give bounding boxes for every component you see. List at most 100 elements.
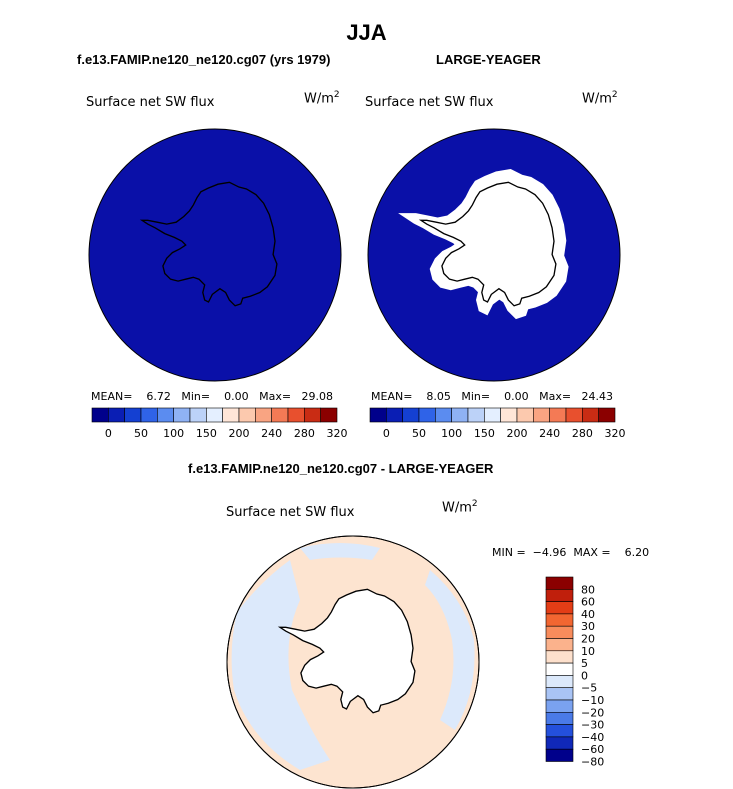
left-variable-label: Surface net SW flux xyxy=(86,95,215,110)
diff-colorbar-label: 60 xyxy=(581,596,595,609)
right-colorbar: 0 50 100 150 200 240 280 320 xyxy=(369,407,626,440)
right-colorbar-label: 320 xyxy=(605,427,626,440)
right-case-title: LARGE-YEAGER xyxy=(436,52,541,67)
diff-negative-region-north xyxy=(300,543,380,560)
left-colorbar-label: 150 xyxy=(196,427,217,440)
diff-colorbar-swatch xyxy=(545,576,574,590)
left-colorbar-label: 50 xyxy=(134,427,148,440)
diff-colorbar-swatch xyxy=(545,638,574,652)
left-map-ocean xyxy=(88,128,342,382)
left-colorbar-swatch xyxy=(124,407,142,423)
diff-colorbar-swatch xyxy=(545,748,574,762)
right-colorbar-swatch xyxy=(533,407,550,423)
left-colorbar: 0 50 100 150 200 240 280 320 xyxy=(91,407,348,440)
diff-negative-region-east xyxy=(425,570,475,730)
right-colorbar-swatch xyxy=(582,407,599,423)
left-colorbar-label: 200 xyxy=(229,427,250,440)
right-polar-map xyxy=(367,128,621,382)
diff-colorbar-label: −20 xyxy=(581,706,604,719)
right-colorbar-swatch xyxy=(402,407,420,423)
diff-colorbar-swatch xyxy=(545,724,574,738)
right-variable-label: Surface net SW flux xyxy=(365,95,494,110)
left-colorbar-swatch xyxy=(173,407,191,423)
right-colorbar-label: 280 xyxy=(572,427,593,440)
left-colorbar-swatch xyxy=(140,407,158,423)
left-colorbar-swatch xyxy=(238,407,256,423)
diff-colorbar-label: 30 xyxy=(581,620,595,633)
diff-variable-label: Surface net SW flux xyxy=(226,505,355,520)
diff-colorbar-swatch xyxy=(545,588,574,602)
diff-colorbar-label: −10 xyxy=(581,694,604,707)
diff-colorbar-swatch xyxy=(545,711,574,725)
right-colorbar-swatch xyxy=(467,407,485,423)
left-stats: MEAN= 6.72 Min= 0.00 Max= 29.08 xyxy=(91,390,334,403)
left-colorbar-swatch xyxy=(189,407,207,423)
right-colorbar-label: 150 xyxy=(474,427,495,440)
diff-colorbar-swatch xyxy=(545,625,574,639)
diff-case-title: f.e13.FAMIP.ne120_ne120.cg07 - LARGE-YEA… xyxy=(188,461,494,476)
left-colorbar-label: 320 xyxy=(327,427,348,440)
left-colorbar-swatch xyxy=(157,407,174,423)
diff-colorbar-swatch xyxy=(545,675,574,689)
diff-colorbar-swatch xyxy=(545,613,574,627)
diff-colorbar-label: 10 xyxy=(581,645,595,658)
right-colorbar-swatch xyxy=(516,407,534,423)
diff-colorbar-swatch xyxy=(545,601,574,615)
diff-colorbar-label: 20 xyxy=(581,633,595,646)
right-colorbar-swatch xyxy=(565,407,583,423)
figure-title: JJA xyxy=(346,20,387,45)
right-stats: MEAN= 8.05 Min= 0.00 Max= 24.43 xyxy=(371,390,614,403)
left-colorbar-swatch xyxy=(304,407,321,423)
right-colorbar-label: 0 xyxy=(383,427,390,440)
diff-colorbar-label: −60 xyxy=(581,743,604,756)
diff-colorbar-swatch xyxy=(545,699,574,713)
left-case-title: f.e13.FAMIP.ne120_ne120.cg07 (yrs 1979) xyxy=(77,52,331,67)
diff-colorbar-label: 80 xyxy=(581,583,595,596)
diff-colorbar-swatch xyxy=(545,650,574,664)
left-colorbar-swatch xyxy=(206,407,223,423)
right-colorbar-swatch xyxy=(369,407,387,423)
diff-colorbar-label: −40 xyxy=(581,731,604,744)
left-colorbar-swatch xyxy=(271,407,289,423)
right-colorbar-swatch xyxy=(451,407,469,423)
left-colorbar-swatch xyxy=(255,407,272,423)
left-colorbar-swatch xyxy=(222,407,240,423)
left-colorbar-label: 240 xyxy=(261,427,282,440)
diff-polar-map xyxy=(226,535,480,789)
right-colorbar-swatch xyxy=(598,407,616,423)
right-colorbar-swatch xyxy=(386,407,403,423)
diff-colorbar-label: −5 xyxy=(581,682,597,695)
left-colorbar-label: 100 xyxy=(163,427,184,440)
right-colorbar-label: 100 xyxy=(441,427,462,440)
diff-colorbar-swatch xyxy=(545,736,574,750)
diff-colorbar-swatch xyxy=(545,687,574,701)
right-colorbar-label: 240 xyxy=(539,427,560,440)
right-colorbar-swatch xyxy=(484,407,501,423)
right-colorbar-swatch xyxy=(435,407,452,423)
diff-units: W/m2 xyxy=(442,499,478,516)
right-colorbar-swatch xyxy=(549,407,567,423)
diff-colorbar-swatch xyxy=(545,662,574,676)
right-colorbar-swatch xyxy=(418,407,436,423)
left-colorbar-swatch xyxy=(91,407,109,423)
diff-colorbar-label: −80 xyxy=(581,756,604,769)
diff-colorbar-label: −30 xyxy=(581,719,604,732)
diff-colorbar-label: 0 xyxy=(581,669,588,682)
right-colorbar-swatch xyxy=(500,407,518,423)
left-colorbar-swatch xyxy=(320,407,338,423)
left-colorbar-swatch xyxy=(108,407,125,423)
right-colorbar-label: 50 xyxy=(412,427,426,440)
right-units: W/m2 xyxy=(582,90,618,107)
diff-stats: MIN = −4.96 MAX = 6.20 xyxy=(492,546,650,559)
left-colorbar-swatch xyxy=(287,407,305,423)
left-units: W/m2 xyxy=(304,90,340,107)
diff-negative-region-west xyxy=(231,560,330,770)
left-colorbar-label: 0 xyxy=(105,427,112,440)
left-polar-map xyxy=(88,128,342,382)
diff-colorbar-label: 40 xyxy=(581,608,595,621)
left-colorbar-label: 280 xyxy=(294,427,315,440)
diff-colorbar-label: 5 xyxy=(581,657,588,670)
right-colorbar-label: 200 xyxy=(507,427,528,440)
